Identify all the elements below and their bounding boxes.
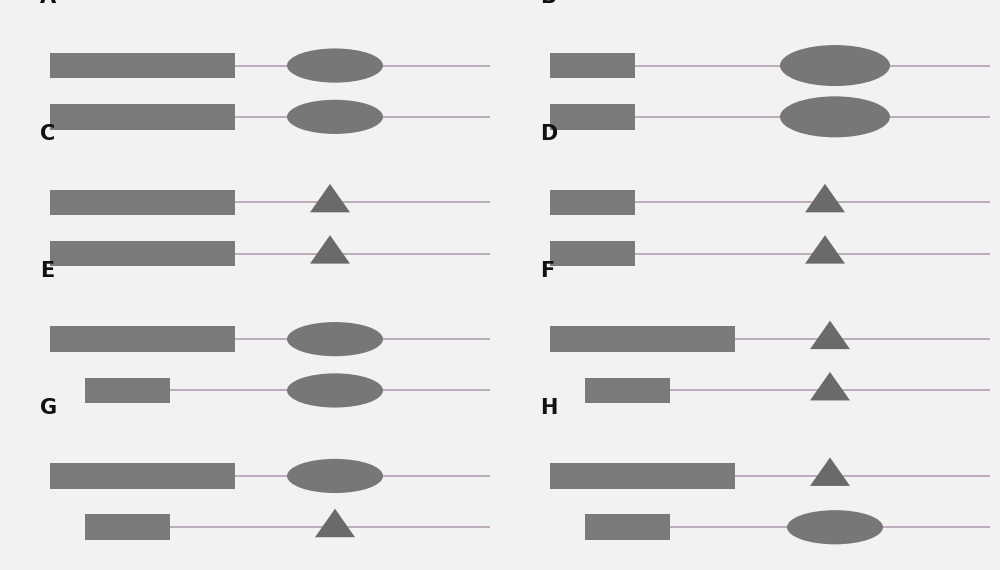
Bar: [585, 377, 670, 404]
Bar: [85, 514, 170, 540]
Bar: [50, 53, 235, 78]
Polygon shape: [810, 320, 850, 349]
Polygon shape: [315, 508, 355, 537]
Ellipse shape: [287, 100, 383, 134]
Ellipse shape: [780, 96, 890, 137]
Ellipse shape: [780, 45, 890, 86]
Polygon shape: [310, 184, 350, 212]
Polygon shape: [810, 372, 850, 400]
Bar: [50, 189, 235, 215]
Bar: [550, 463, 735, 489]
Text: E: E: [40, 260, 54, 281]
Bar: [85, 377, 170, 404]
Bar: [550, 104, 635, 130]
Text: H: H: [540, 397, 557, 418]
Polygon shape: [805, 235, 845, 263]
Bar: [50, 104, 235, 130]
Bar: [550, 241, 635, 267]
Bar: [550, 53, 635, 78]
Ellipse shape: [287, 322, 383, 356]
Text: B: B: [540, 0, 556, 7]
Bar: [550, 189, 635, 215]
Ellipse shape: [787, 510, 883, 544]
Polygon shape: [310, 235, 350, 263]
Bar: [550, 326, 735, 352]
Ellipse shape: [287, 48, 383, 83]
Bar: [50, 463, 235, 489]
Polygon shape: [810, 457, 850, 486]
Bar: [50, 326, 235, 352]
Text: D: D: [540, 124, 557, 144]
Bar: [50, 241, 235, 267]
Ellipse shape: [287, 373, 383, 408]
Polygon shape: [805, 184, 845, 212]
Text: G: G: [40, 397, 57, 418]
Bar: [585, 514, 670, 540]
Text: C: C: [40, 124, 55, 144]
Text: F: F: [540, 260, 554, 281]
Text: A: A: [40, 0, 56, 7]
Ellipse shape: [287, 459, 383, 493]
